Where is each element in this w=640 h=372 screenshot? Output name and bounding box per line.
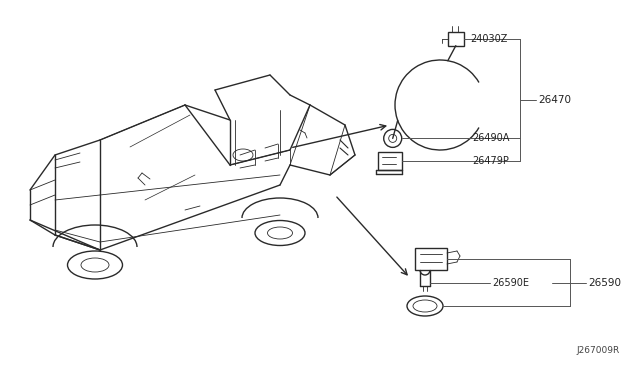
Text: 26470: 26470 (538, 95, 571, 105)
Text: 24030Z: 24030Z (470, 34, 507, 44)
Text: 26490A: 26490A (472, 134, 509, 143)
FancyBboxPatch shape (448, 32, 464, 46)
Text: 26479P: 26479P (472, 156, 509, 166)
Text: J267009R: J267009R (577, 346, 620, 355)
Text: 26590: 26590 (588, 278, 621, 288)
Text: 26590E: 26590E (492, 278, 529, 288)
FancyBboxPatch shape (378, 153, 402, 170)
FancyBboxPatch shape (415, 248, 447, 270)
